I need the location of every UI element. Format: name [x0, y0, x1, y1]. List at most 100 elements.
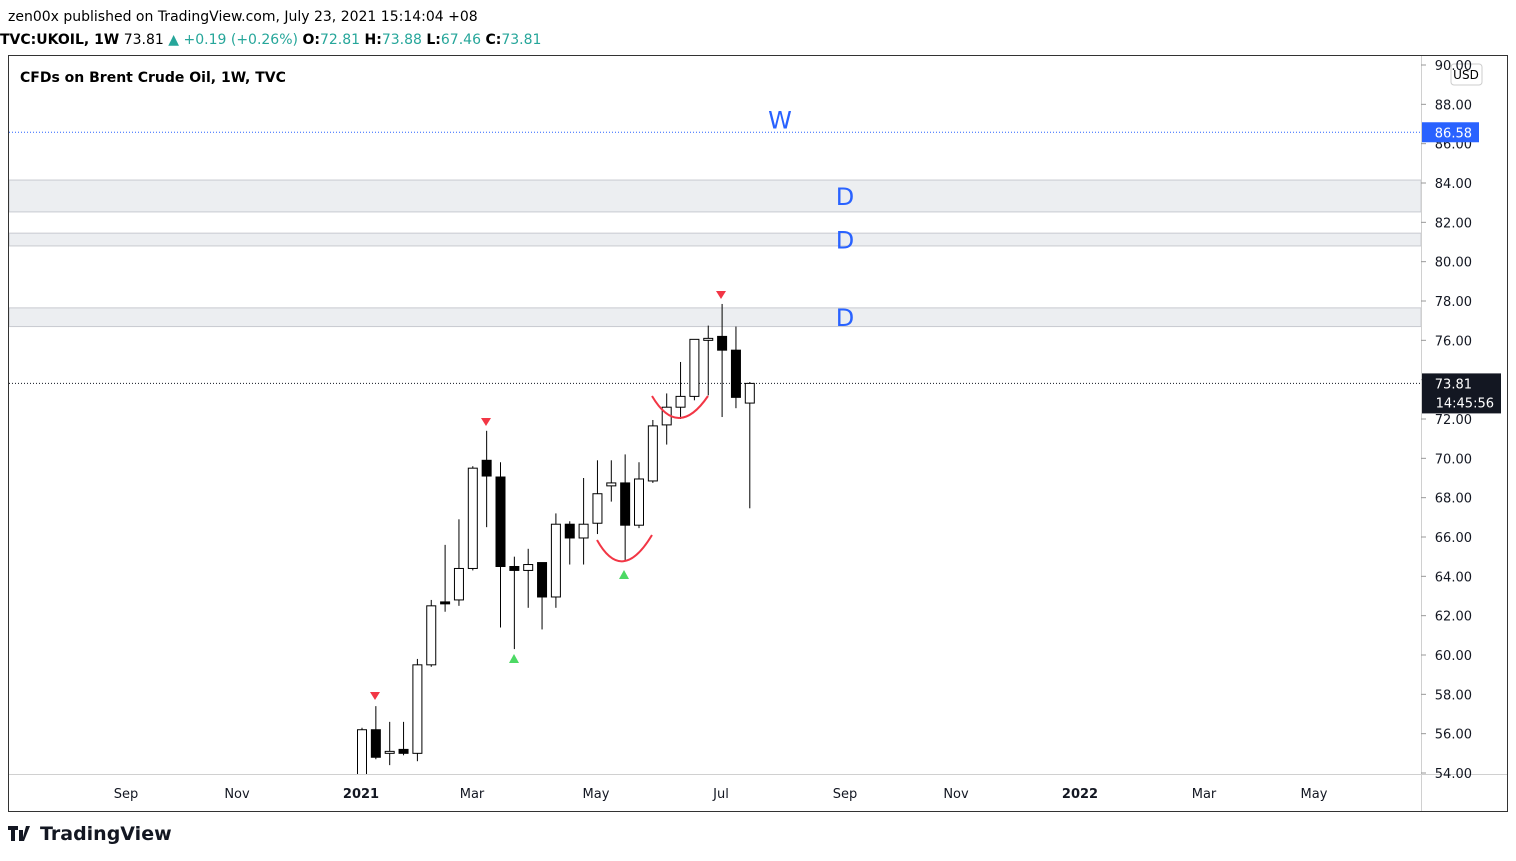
- byline: zen00x published on TradingView.com, Jul…: [8, 9, 478, 25]
- logo: TradingView: [8, 823, 172, 845]
- y-tick-label: 56.00: [1435, 728, 1472, 743]
- symbol-info: TVC:UKOIL, 1W 73.81 ▲ +0.19 (+0.26%) O:7…: [0, 32, 541, 48]
- y-tick-label: 80.00: [1435, 256, 1472, 271]
- y-tick-label: 70.00: [1435, 452, 1472, 467]
- candle-body: [453, 567, 464, 601]
- y-tick-label: 76.00: [1435, 334, 1472, 349]
- y-tick-label: 58.00: [1435, 688, 1472, 703]
- c-value: 73.81: [501, 32, 541, 48]
- zone-label: D: [836, 183, 854, 211]
- price-badge: [1422, 373, 1501, 414]
- candle-body: [647, 425, 658, 482]
- chart-title: CFDs on Brent Crude Oil, 1W, TVC: [20, 70, 286, 86]
- pivot-high: [481, 418, 491, 426]
- c-label: C:: [485, 32, 501, 48]
- o-value: 72.81: [320, 32, 360, 48]
- candle-body: [717, 335, 728, 351]
- y-tick-label: 60.00: [1435, 649, 1472, 664]
- candle-body: [509, 566, 520, 571]
- zone-label: D: [836, 304, 854, 332]
- zone-label: D: [836, 227, 854, 255]
- x-tick-label: Mar: [460, 787, 485, 802]
- countdown: 14:45:56: [1436, 396, 1494, 411]
- logo-mark: [8, 826, 30, 841]
- x-tick-label: Nov: [224, 787, 250, 802]
- candle-body: [592, 493, 603, 524]
- arrow: ▲: [168, 32, 179, 48]
- candle-body: [620, 482, 631, 526]
- candle-body: [440, 601, 451, 605]
- level-name: W: [768, 106, 792, 134]
- arc: [596, 534, 653, 563]
- price-badge-label: 73.81: [1435, 377, 1472, 392]
- candle-body: [606, 482, 617, 487]
- candle-body: [689, 338, 700, 397]
- l-value: 67.46: [441, 32, 481, 48]
- candle-body: [357, 729, 367, 774]
- y-tick-label: 62.00: [1435, 610, 1472, 625]
- candle-body: [426, 605, 437, 666]
- axes: DDDW54.0056.0058.0060.0062.0064.0066.006…: [114, 59, 1501, 802]
- candle-body: [550, 523, 561, 598]
- level-badge: [1422, 122, 1479, 143]
- h-label: H:: [364, 32, 381, 48]
- level-badge-label: 86.58: [1435, 126, 1472, 141]
- candle-body: [467, 467, 478, 569]
- x-tick-label: Mar: [1192, 787, 1217, 802]
- candle-body: [370, 729, 381, 758]
- candle-body: [578, 523, 589, 539]
- y-tick-label: 84.00: [1435, 177, 1472, 192]
- x-tick-label: May: [1301, 787, 1328, 802]
- pivot-low: [619, 570, 629, 579]
- x-tick-label: Jul: [712, 787, 729, 802]
- last: 73.81: [124, 32, 164, 48]
- candle-body: [703, 337, 714, 341]
- candle-body: [523, 564, 534, 571]
- candle-body: [564, 523, 575, 539]
- pivot-high: [716, 291, 726, 299]
- x-tick-label: Nov: [943, 787, 969, 802]
- y-tick-label: 54.00: [1435, 767, 1472, 782]
- candle-body: [495, 476, 506, 567]
- candle-body: [730, 349, 741, 398]
- zone: [9, 232, 1421, 247]
- plot-area: [9, 131, 1421, 774]
- candle-body: [744, 382, 755, 404]
- frame: [8, 55, 1508, 812]
- zone: [9, 179, 1421, 213]
- pivot-high: [370, 692, 380, 700]
- x-tick-label: 2022: [1062, 787, 1098, 802]
- pivot-low: [509, 654, 519, 663]
- zone: [9, 307, 1421, 328]
- y-tick-label: 66.00: [1435, 531, 1472, 546]
- x-tick-label: Sep: [114, 787, 139, 802]
- x-tick-label: Sep: [833, 787, 858, 802]
- candle-body: [634, 478, 644, 526]
- y-tick-label: 82.00: [1435, 216, 1472, 231]
- x-tick-label: 2021: [343, 787, 379, 802]
- y-tick-label: 72.00: [1435, 413, 1472, 428]
- candle-body: [675, 395, 686, 408]
- brand: TradingView: [40, 823, 172, 845]
- h-value: 73.88: [382, 32, 422, 48]
- y-tick-label: 90.00: [1435, 59, 1472, 74]
- y-tick-label: 78.00: [1435, 295, 1472, 310]
- y-tick-label: 88.00: [1435, 98, 1472, 113]
- x-tick-label: May: [583, 787, 610, 802]
- candle-body: [398, 748, 409, 754]
- l-label: L:: [426, 32, 441, 48]
- candle-body: [384, 750, 395, 754]
- candle-body: [537, 562, 548, 598]
- arc: [651, 395, 709, 419]
- y-tick-label: 64.00: [1435, 570, 1472, 585]
- y-tick-label: 68.00: [1435, 492, 1472, 507]
- change: +0.19 (+0.26%): [184, 32, 298, 48]
- candle-body: [412, 664, 423, 754]
- currency-box: [1450, 63, 1483, 86]
- currency: USD: [1453, 68, 1479, 82]
- symbol: TVC:UKOIL, 1W: [0, 32, 119, 48]
- candle-body: [481, 459, 492, 477]
- o-label: O:: [302, 32, 320, 48]
